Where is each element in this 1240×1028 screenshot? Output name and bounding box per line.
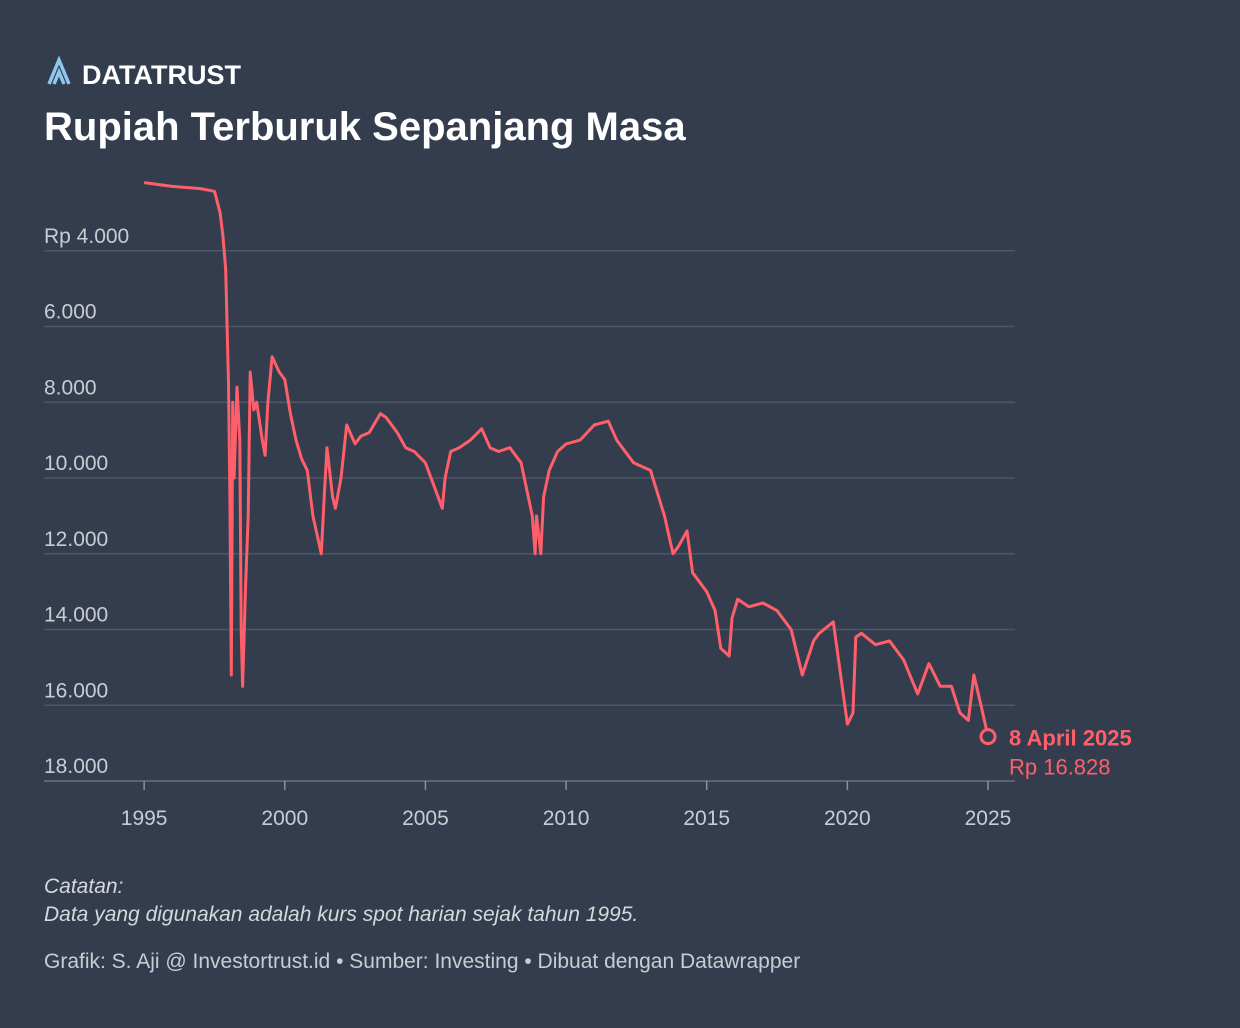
source: Grafik: S. Aji @ Investortrust.id • Sumb… (44, 950, 800, 973)
note-heading: Catatan: (44, 875, 123, 898)
y-tick-label: 12.000 (44, 528, 108, 551)
y-tick-label: 8.000 (44, 376, 97, 399)
y-tick-label: 10.000 (44, 452, 108, 475)
brand: DATATRUST (82, 60, 241, 90)
note-text: Data yang digunakan adalah kurs spot har… (44, 903, 638, 926)
end-marker (979, 728, 997, 746)
x-tick-label: 2005 (402, 807, 449, 830)
logo (47, 55, 71, 85)
x-tick-label: 2025 (965, 807, 1012, 830)
x-tick-label: 2000 (261, 807, 308, 830)
line (143, 181, 990, 737)
x-tick-label: 2020 (824, 807, 871, 830)
annotation-value: Rp 16.828 (1009, 755, 1111, 780)
chart-title: Rupiah Terburuk Sepanjang Masa (44, 105, 686, 149)
x-tick-label: 2015 (683, 807, 730, 830)
x-tick-label: 2010 (543, 807, 590, 830)
y-tick-label: 14.000 (44, 604, 108, 627)
x-tick-label: 1995 (121, 807, 168, 830)
y-tick-label: 6.000 (44, 301, 97, 324)
annotation-date: 8 April 2025 (1009, 726, 1132, 751)
y-tick-label: 18.000 (44, 755, 108, 778)
y-tick-label: Rp 4.000 (44, 225, 129, 248)
y-tick-label: 16.000 (44, 679, 108, 702)
